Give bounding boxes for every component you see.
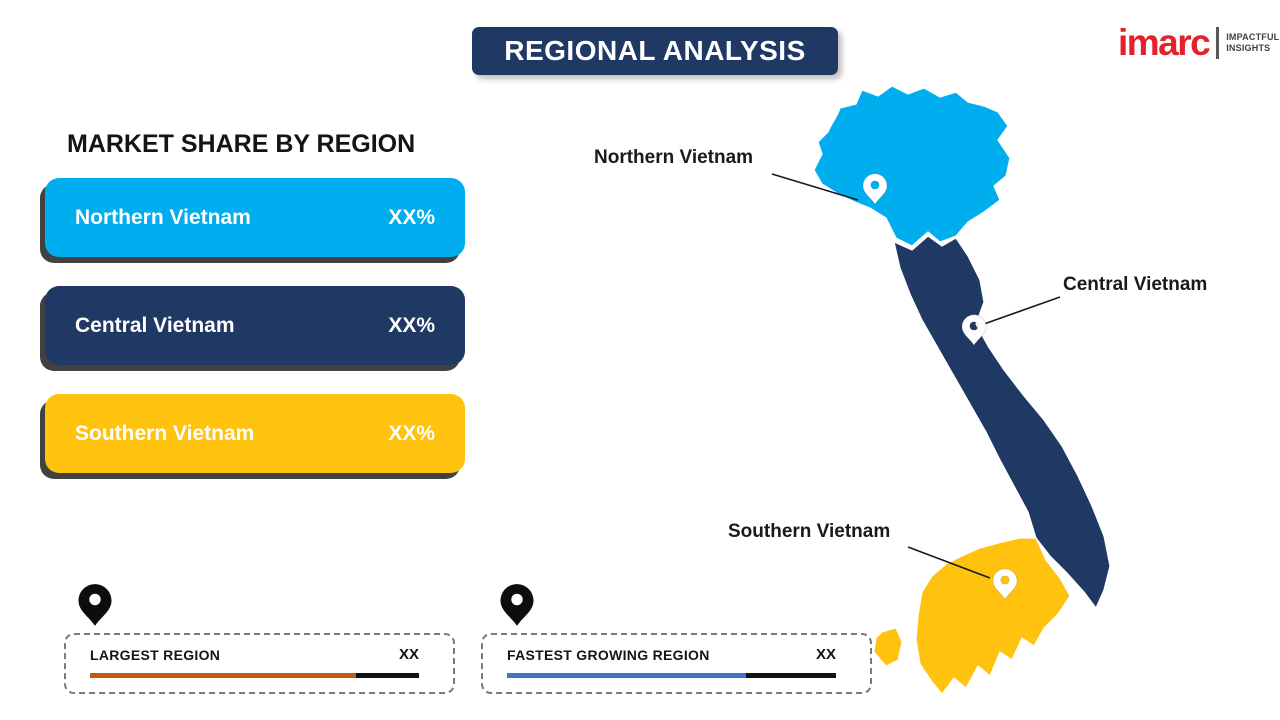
map-label-northern-vietnam: Northern Vietnam xyxy=(594,147,754,168)
legend-bar-orange-segment xyxy=(90,673,357,678)
bar-label-central: Central Vietnam xyxy=(75,313,235,337)
callout-line-central xyxy=(983,296,1061,325)
legend-bar-black-segment xyxy=(356,673,419,678)
region-southern-vietnam xyxy=(915,537,1071,695)
share-bar-central-vietnam: Central Vietnam XX% xyxy=(45,286,465,365)
callout-line-northern xyxy=(771,173,859,201)
bar-label-southern: Southern Vietnam xyxy=(75,421,255,445)
legend-largest-region-value: XX xyxy=(398,646,419,663)
legend-fastest-growing-bar xyxy=(507,673,836,678)
region-northern-vietnam xyxy=(813,85,1011,247)
legend-largest-region-bar xyxy=(90,673,419,678)
region-central-vietnam xyxy=(893,235,1111,609)
map-label-southern-vietnam: Southern Vietnam xyxy=(728,521,891,542)
bar-value-northern: XX% xyxy=(388,205,435,229)
imarc-logo: imarc IMPACTFUL INSIGHTS xyxy=(1118,24,1279,61)
legend-row: FASTEST GROWING REGION XX xyxy=(507,646,836,663)
legend-bar-blue-segment xyxy=(507,673,747,678)
map-label-central-vietnam: Central Vietnam xyxy=(1063,274,1208,295)
share-bar-northern-vietnam: Northern Vietnam XX% xyxy=(45,178,465,257)
fastest-growing-region-pin-icon xyxy=(500,584,534,626)
logo-tagline: IMPACTFUL INSIGHTS xyxy=(1226,32,1279,54)
largest-region-pin-icon xyxy=(78,584,112,626)
legend-fastest-growing-value: XX xyxy=(815,646,836,663)
page-title: REGIONAL ANALYSIS xyxy=(504,35,806,66)
bar-value-southern: XX% xyxy=(388,421,435,445)
map-pin-central-icon xyxy=(961,314,987,346)
callout-line-southern xyxy=(907,546,991,579)
share-bar-southern-vietnam: Southern Vietnam XX% xyxy=(45,394,465,473)
legend-fastest-growing-region: FASTEST GROWING REGION XX xyxy=(481,633,872,694)
vietnam-map xyxy=(771,85,1111,695)
market-share-heading: MARKET SHARE BY REGION xyxy=(67,130,416,158)
bar-label-northern: Northern Vietnam xyxy=(75,205,251,229)
legend-row: LARGEST REGION XX xyxy=(90,646,419,663)
map-pin-northern-icon xyxy=(862,173,888,205)
logo-tagline-line1: IMPACTFUL xyxy=(1226,31,1280,42)
logo-tagline-line2: INSIGHTS xyxy=(1226,42,1271,53)
map-pin-southern-icon xyxy=(992,568,1018,600)
legend-largest-region: LARGEST REGION XX xyxy=(64,633,455,694)
legend-largest-region-label: LARGEST REGION xyxy=(90,646,221,663)
bar-value-central: XX% xyxy=(388,313,435,337)
legend-bar-black-segment xyxy=(746,673,836,678)
region-southern-island xyxy=(873,627,903,667)
imarc-logo-text: imarc xyxy=(1118,22,1211,63)
logo-divider xyxy=(1216,26,1220,59)
legend-fastest-growing-label: FASTEST GROWING REGION xyxy=(507,646,710,663)
title-banner: REGIONAL ANALYSIS xyxy=(472,27,838,75)
